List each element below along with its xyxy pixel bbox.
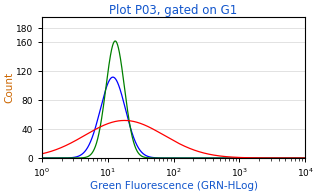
X-axis label: Green Fluorescence (GRN-HLog): Green Fluorescence (GRN-HLog) — [90, 181, 258, 191]
Title: Plot P03, gated on G1: Plot P03, gated on G1 — [109, 4, 238, 17]
Y-axis label: Count: Count — [4, 72, 14, 103]
